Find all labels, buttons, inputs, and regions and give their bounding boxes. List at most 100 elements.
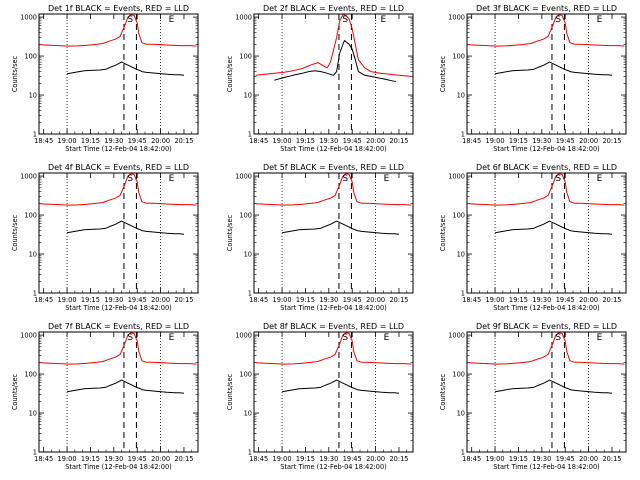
- plot-frame: [38, 331, 199, 453]
- panel-title: Det 1f BLACK = Events, RED = LLD: [48, 4, 189, 13]
- x-tick-label: 19:15: [509, 296, 528, 304]
- x-tick-label: 18:45: [34, 137, 53, 145]
- y-tick-label: 1000: [20, 14, 37, 22]
- x-tick-label: 19:30: [104, 137, 123, 145]
- x-tick-label: 20:15: [174, 137, 193, 145]
- y-tick-label: 10: [29, 251, 37, 259]
- y-axis-label: Counts/sec: [11, 55, 19, 92]
- start-marker: S: [342, 333, 348, 343]
- series-lld-line: [255, 332, 412, 365]
- series-lld-line: [468, 332, 625, 365]
- x-tick-label: 19:00: [273, 455, 292, 463]
- plot-frame: [253, 13, 414, 135]
- x-tick-label: 19:00: [58, 296, 77, 304]
- y-tick-label: 1000: [448, 332, 465, 340]
- panel-title: Det 8f BLACK = Events, RED = LLD: [263, 322, 404, 331]
- y-tick-label: 1: [248, 449, 252, 457]
- y-tick-label: 1: [33, 449, 37, 457]
- x-axis-label: Start Time (12-Feb-04 18:42:00): [280, 463, 387, 471]
- series-events-line: [282, 220, 400, 235]
- detector-panel-8: Det 8f BLACK = Events, RED = LLD 1 10 100 10…: [226, 322, 414, 471]
- y-tick-label: 1000: [448, 173, 465, 181]
- series-events-line: [282, 379, 400, 394]
- y-axis-label: Counts/sec: [226, 55, 234, 92]
- y-axis-label: Counts/sec: [11, 214, 19, 251]
- series-events-line: [274, 40, 397, 83]
- x-tick-label: 18:45: [249, 296, 268, 304]
- detector-panel-5: Det 5f BLACK = Events, RED = LLD 1 10 100 10…: [226, 163, 414, 312]
- x-tick-label: 19:15: [296, 455, 315, 463]
- x-tick-label: 19:00: [58, 455, 77, 463]
- y-tick-label: 100: [24, 53, 37, 61]
- x-axis-label: Start Time (12-Feb-04 18:42:00): [280, 145, 387, 153]
- y-axis-label: Counts/sec: [439, 214, 447, 251]
- series-events-line: [67, 379, 185, 394]
- y-tick-label: 1: [248, 290, 252, 298]
- y-tick-label: 1000: [235, 332, 252, 340]
- series-lld-line: [468, 173, 625, 206]
- y-tick-label: 100: [239, 212, 252, 220]
- x-tick-label: 19:30: [319, 296, 338, 304]
- y-tick-label: 1000: [448, 14, 465, 22]
- series-lld-line: [468, 14, 625, 47]
- x-tick-label: 19:30: [532, 296, 551, 304]
- y-axis-label: Counts/sec: [226, 373, 234, 410]
- detector-panel-2: Det 2f BLACK = Events, RED = LLD 1 10 100 10…: [226, 4, 414, 153]
- x-tick-label: 18:45: [462, 296, 481, 304]
- end-marker: E: [169, 174, 175, 184]
- x-tick-label: 19:30: [532, 137, 551, 145]
- panel-title: Det 4f BLACK = Events, RED = LLD: [48, 163, 189, 172]
- plot-frame: [253, 331, 414, 453]
- end-marker: E: [169, 15, 175, 25]
- x-tick-label: 18:45: [462, 137, 481, 145]
- end-marker: E: [597, 174, 603, 184]
- y-tick-label: 1: [461, 131, 465, 139]
- x-tick-label: 20:00: [579, 137, 598, 145]
- y-tick-label: 100: [452, 212, 465, 220]
- x-tick-label: 18:45: [249, 137, 268, 145]
- x-tick-label: 19:15: [509, 137, 528, 145]
- x-tick-label: 19:45: [343, 296, 362, 304]
- y-tick-label: 10: [244, 410, 252, 418]
- end-marker: E: [597, 333, 603, 343]
- series-lld-line: [40, 173, 197, 206]
- start-marker: S: [342, 174, 348, 184]
- x-tick-label: 20:00: [579, 455, 598, 463]
- y-axis-label: Counts/sec: [11, 373, 19, 410]
- x-tick-label: 19:15: [81, 455, 100, 463]
- x-tick-label: 19:45: [343, 455, 362, 463]
- end-marker: E: [384, 174, 390, 184]
- y-tick-label: 1: [461, 290, 465, 298]
- y-tick-label: 100: [452, 53, 465, 61]
- x-axis-label: Start Time (12-Feb-04 18:42:00): [65, 304, 172, 312]
- x-tick-label: 19:15: [81, 296, 100, 304]
- x-tick-label: 19:45: [556, 137, 575, 145]
- series-events-line: [67, 220, 185, 235]
- series-lld-line: [255, 14, 412, 77]
- plot-frame: [466, 331, 627, 453]
- x-tick-label: 19:00: [486, 137, 505, 145]
- end-marker: E: [381, 15, 387, 25]
- end-marker: E: [384, 333, 390, 343]
- detector-panel-7: Det 7f BLACK = Events, RED = LLD 1 10 100 10…: [11, 322, 199, 471]
- x-tick-label: 20:15: [389, 137, 408, 145]
- x-axis-label: Start Time (12-Feb-04 18:42:00): [65, 463, 172, 471]
- plot-frame: [38, 13, 199, 135]
- y-tick-label: 100: [239, 371, 252, 379]
- y-tick-label: 10: [457, 92, 465, 100]
- y-tick-label: 100: [24, 212, 37, 220]
- start-marker: S: [342, 15, 348, 25]
- x-tick-label: 19:45: [128, 455, 147, 463]
- y-tick-label: 10: [29, 92, 37, 100]
- x-tick-label: 18:45: [462, 455, 481, 463]
- y-tick-label: 10: [457, 251, 465, 259]
- detector-panel-6: Det 6f BLACK = Events, RED = LLD 1 10 100 10…: [439, 163, 627, 312]
- x-tick-label: 20:15: [174, 296, 193, 304]
- start-marker: S: [555, 174, 561, 184]
- x-tick-label: 20:00: [366, 296, 385, 304]
- start-marker: S: [555, 333, 561, 343]
- x-tick-label: 20:15: [602, 296, 621, 304]
- x-tick-label: 18:45: [34, 296, 53, 304]
- x-tick-label: 19:00: [273, 137, 292, 145]
- plot-frame: [253, 172, 414, 294]
